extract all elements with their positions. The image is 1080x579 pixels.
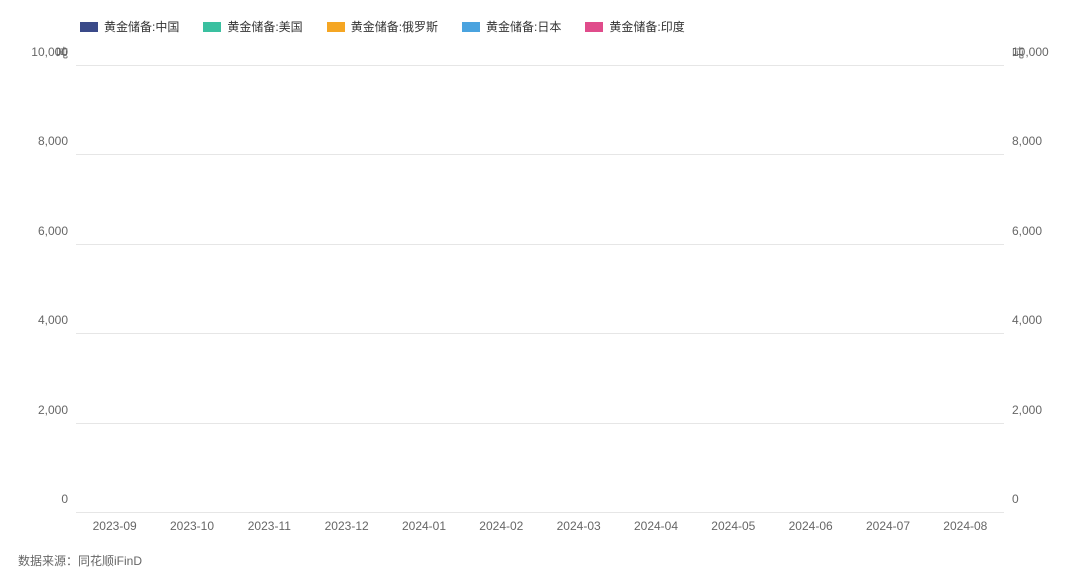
- legend-label: 黄金储备:美国: [227, 18, 302, 35]
- x-tick-label: 2023-10: [170, 513, 214, 533]
- legend-label: 黄金储备:中国: [104, 18, 179, 35]
- y-tick-label-left: 6,000: [38, 224, 76, 238]
- plot-area: 002,0002,0004,0004,0006,0006,0008,0008,0…: [76, 66, 1004, 513]
- y-tick-label-left: 4,000: [38, 313, 76, 327]
- x-tick-label: 2024-07: [866, 513, 910, 533]
- legend-label: 黄金储备:俄罗斯: [351, 18, 438, 35]
- legend-swatch-icon: [327, 22, 345, 32]
- x-tick-label: 2024-05: [711, 513, 755, 533]
- x-tick-label: 2024-01: [402, 513, 446, 533]
- x-tick-label: 2023-09: [93, 513, 137, 533]
- legend-swatch-icon: [80, 22, 98, 32]
- x-tick-label: 2024-02: [479, 513, 523, 533]
- y-tick-label-right: 6,000: [1004, 224, 1042, 238]
- x-tick-label: 2023-11: [248, 513, 291, 533]
- legend-swatch-icon: [585, 22, 603, 32]
- legend-item[interactable]: 黄金储备:日本: [462, 18, 561, 35]
- legend-swatch-icon: [203, 22, 221, 32]
- x-tick-label: 2024-08: [943, 513, 987, 533]
- legend-item[interactable]: 黄金储备:中国: [80, 18, 179, 35]
- legend-label: 黄金储备:日本: [486, 18, 561, 35]
- y-tick-label-left: 8,000: [38, 134, 76, 148]
- x-tick-label: 2024-04: [634, 513, 678, 533]
- legend-item[interactable]: 黄金储备:俄罗斯: [327, 18, 438, 35]
- legend-label: 黄金储备:印度: [609, 18, 684, 35]
- legend-item[interactable]: 黄金储备:印度: [585, 18, 684, 35]
- y-tick-label-right: 10,000: [1004, 45, 1049, 59]
- y-tick-label-left: 2,000: [38, 403, 76, 417]
- bars-layer: [76, 66, 1004, 513]
- x-tick-label: 2024-06: [789, 513, 833, 533]
- y-tick-label-right: 2,000: [1004, 403, 1042, 417]
- legend: 黄金储备:中国 黄金储备:美国 黄金储备:俄罗斯 黄金储备:日本 黄金储备:印度: [80, 18, 685, 35]
- chart-container: 黄金储备:中国黄金储备:美国黄金储备:俄罗斯黄金储备:日本黄金储备:印度 吨 吨…: [0, 0, 1080, 579]
- legend-item[interactable]: 黄金储备:美国: [203, 18, 302, 35]
- legend-swatch-icon: [462, 22, 480, 32]
- y-tick-label-right: 0: [1004, 492, 1019, 506]
- x-tick-label: 2023-12: [325, 513, 369, 533]
- y-tick-label-right: 8,000: [1004, 134, 1042, 148]
- y-tick-label-left: 10,000: [31, 45, 76, 59]
- y-tick-label-right: 4,000: [1004, 313, 1042, 327]
- x-tick-label: 2024-03: [557, 513, 601, 533]
- data-source-label: 数据来源：同花顺iFinD: [18, 552, 142, 569]
- y-tick-label-left: 0: [61, 492, 76, 506]
